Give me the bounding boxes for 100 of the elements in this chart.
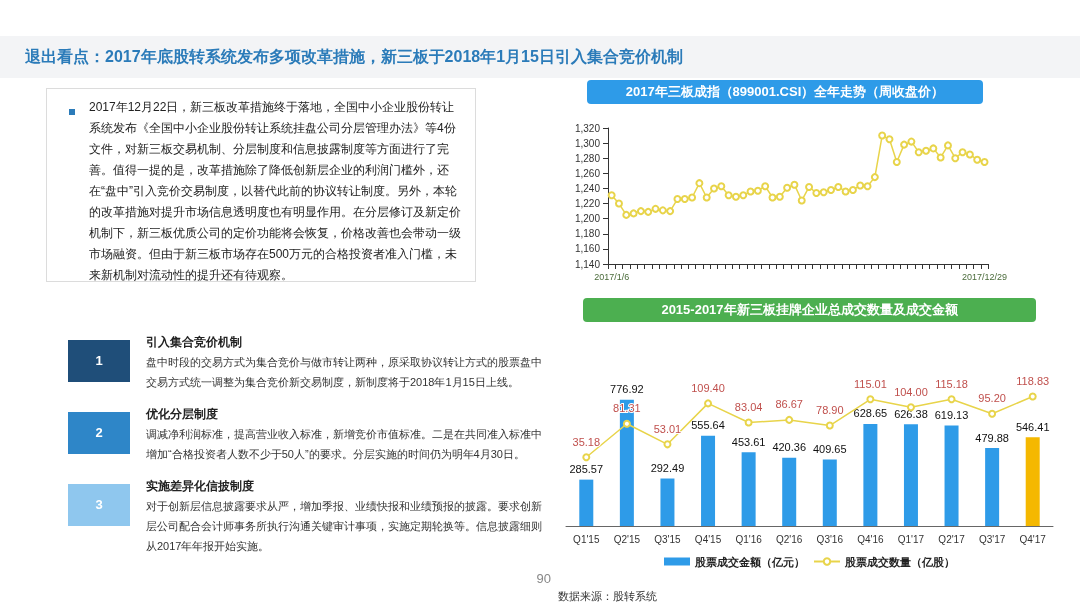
data-label: 95.20 [978,392,1006,405]
y-tick-label: 1,200 [574,213,601,225]
text: 2017年12月22日，新三板改革措施终于落地，全国中小企业股份转让系统发布《全国中小企业股份转让系统挂盘公司分层管理办法》等4份文件，对新三板交易机制、分层制度和信息披露制度等方面进行了完善。值得一提的是，改革措施除了降低创新层企业的利润门槛外，还在“盘中”引入竞价交易制度，以替代此前的协议转让制度。另外，本轮的改革措施对提升市场信息透明度也有明显作用。在分层修订及新定价机制下，新三板优质公司的定价功能将会恢复，价格改善也会带动一级市场融资。但由于新三板市场存在500万元的合格投资者准入门槛，未来新机制对流动性的提升还有待观察。 [89,100,461,282]
point [870,173,879,182]
point [783,183,792,192]
bar [944,425,959,526]
data-label: 109.40 [691,381,725,394]
bar [701,435,716,526]
point [907,137,916,146]
point [900,140,909,149]
point [812,188,821,197]
data-label: 83.04 [734,401,763,414]
data-label: 453.61 [731,435,766,448]
data-label: 115.18 [935,377,968,390]
y-tick-label: 1,160 [574,243,601,255]
point [607,191,616,200]
point [892,158,901,166]
point [644,207,653,216]
x-tick-label: 2017/1/6 [594,271,630,282]
data-label: 78.90 [816,404,844,417]
point [768,193,777,202]
point [688,193,697,202]
point [805,182,814,191]
point [761,182,770,191]
point [965,150,974,159]
data-label: 118.83 [1016,375,1050,388]
point [848,185,857,194]
point [943,141,952,150]
data-label: 53.01 [653,422,682,435]
data-label: 619.13 [934,408,969,421]
point [680,195,689,204]
point [739,191,748,200]
point [841,187,850,196]
point [790,180,799,189]
point [914,148,923,157]
bar [903,424,918,526]
point [704,399,713,408]
data-label: 479.88 [975,431,1009,444]
data-label: 546.41 [1015,420,1050,433]
data-label: 626.38 [894,407,928,420]
point [775,192,784,201]
point [666,207,675,216]
point [673,195,682,204]
point [658,206,667,215]
point [785,415,794,424]
text: 3 [68,484,130,526]
point [885,135,894,144]
x-tick-label: Q2'16 [776,533,803,545]
point [936,153,945,162]
text: 90 [536,571,551,586]
text: 退出看点：2017年底股转系统发布多项改革措施，新三板于2018年1月15日引入集合竞价机制 [0,36,1080,78]
x-tick-label: Q3'15 [654,533,682,545]
point [866,395,875,404]
data-label: 409.65 [812,442,847,455]
x-tick-label: Q2'15 [613,533,641,545]
bar [985,448,1000,526]
x-tick-label: Q1'17 [897,533,925,545]
point [582,453,591,462]
x-tick-label: 2017/12/29 [961,271,1008,282]
point [724,191,733,200]
chart-title: 2015-2017年新三板挂牌企业总成交数量及成交金额 [582,298,1037,322]
point [826,185,835,194]
point [856,181,865,190]
data-label: 776.92 [610,383,644,396]
data-label: 628.65 [853,407,888,420]
point [951,154,960,163]
point [695,179,704,188]
source-note: 数据来源：股转系统 [558,589,657,604]
point [636,207,645,216]
point [958,148,967,157]
point [988,409,997,418]
point [947,395,956,404]
y-tick-label: 1,180 [574,228,601,240]
y-tick-label: 1,140 [574,258,601,270]
point [622,419,631,428]
legend-label: 股票成交数量（亿股） [844,555,955,569]
point [863,182,872,191]
y-tick-label: 1,300 [574,137,601,149]
bar [822,459,837,526]
point [929,144,938,153]
y-tick-label: 1,320 [574,122,601,134]
x-tick-label: Q3'17 [978,533,1006,545]
bar [660,478,675,526]
bar [863,423,878,526]
text: 2 [68,412,130,454]
data-label: 35.18 [572,435,601,448]
x-tick-label: Q1'16 [735,533,763,545]
point [622,210,631,219]
point [753,186,762,195]
text: 实施差异化信披制度 [146,478,254,495]
data-label: 115.01 [853,377,887,390]
legend-label: 股票成交金额（亿元） [694,555,805,569]
x-tick-label: Q2'17 [938,533,966,545]
data-label: 86.67 [775,398,803,411]
x-tick-label: Q1'15 [573,533,600,545]
data-label: 285.57 [569,463,604,476]
bar [1025,437,1040,526]
x-tick-label: Q4'15 [694,533,722,545]
point [663,440,672,449]
point [651,204,660,213]
